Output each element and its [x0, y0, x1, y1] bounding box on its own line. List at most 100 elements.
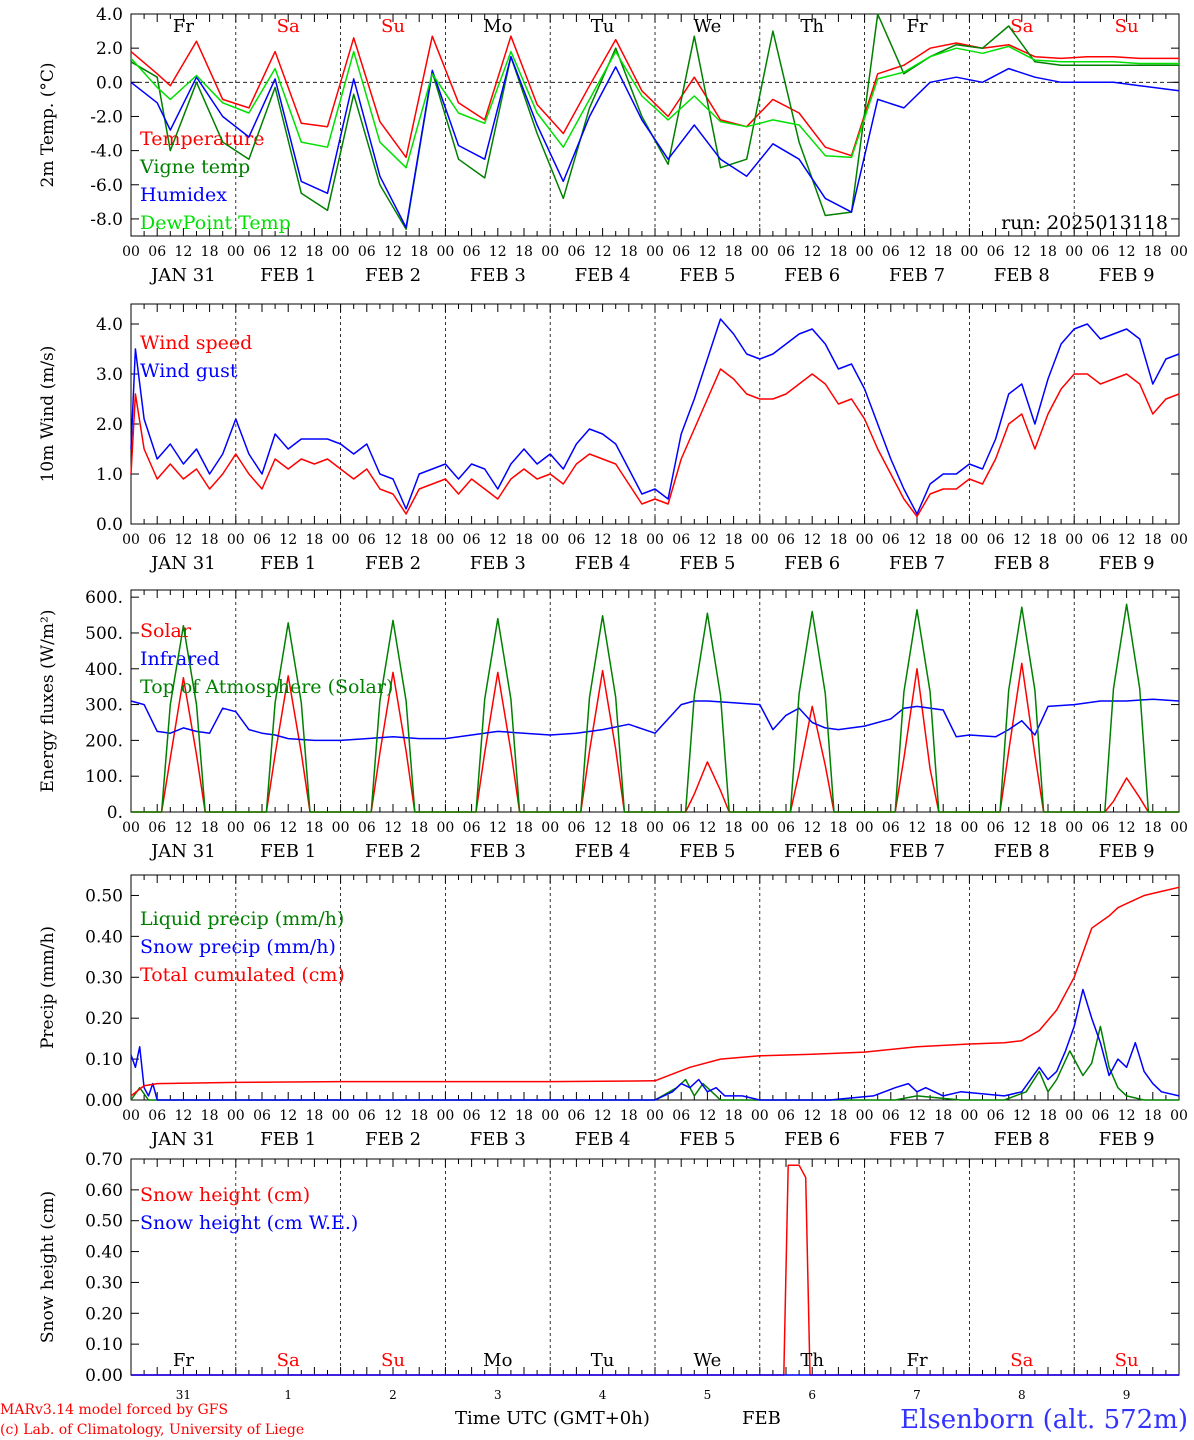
x-tick-label: 00 [646, 532, 664, 548]
day-name-label: Th [800, 1350, 824, 1371]
y-axis-title: Precip (mm/h) [38, 926, 58, 1049]
run-annotation: run: 2025013118 [1001, 212, 1168, 234]
x-tick-label: 00 [1170, 532, 1188, 548]
series-line-top-of-atmosphere-solar [131, 603, 1179, 813]
x-tick-label: 12 [698, 820, 716, 836]
date-label: FEB 1 [260, 1129, 316, 1150]
date-label: JAN 31 [149, 841, 216, 862]
y-tick-label: 0.50 [85, 1212, 123, 1232]
x-tick-label: 18 [934, 1108, 952, 1124]
y-tick-label: 0.20 [85, 1304, 123, 1324]
y-tick-label: 1.0 [96, 465, 123, 485]
x-tick-label: 00 [960, 820, 978, 836]
y-tick-label: 4.0 [96, 315, 123, 335]
x-tick-label: 00 [541, 532, 559, 548]
x-tick-label: 12 [594, 1108, 612, 1124]
x-tick-label: 06 [1091, 820, 1109, 836]
x-tick-label: 00 [436, 532, 454, 548]
day-name-label: Fr [906, 16, 927, 37]
date-label: FEB 1 [260, 265, 316, 286]
x-tick-label: 18 [725, 244, 743, 260]
x-tick-label: 00 [960, 244, 978, 260]
series-line-humidex [130, 55, 1180, 229]
day-name-label: Su [1115, 16, 1139, 37]
x-tick-label: 12 [803, 1108, 821, 1124]
x-tick-label: 00 [541, 820, 559, 836]
day-name-label: Sa [1010, 16, 1033, 37]
day-number-label: 6 [808, 1388, 816, 1402]
x-tick-label: 18 [201, 532, 219, 548]
day-number-label: 4 [599, 1388, 607, 1402]
legend-entry: DewPoint Temp [140, 212, 291, 234]
x-tick-label: 06 [358, 820, 376, 836]
y-axis-title: 10m Wind (m/s) [38, 346, 58, 483]
x-tick-label: 12 [384, 532, 402, 548]
x-tick-label: 06 [777, 1108, 795, 1124]
x-tick-label: 00 [436, 820, 454, 836]
y-tick-label: -6.0 [90, 176, 123, 196]
x-tick-label: 06 [987, 244, 1005, 260]
x-tick-label: 06 [882, 1108, 900, 1124]
x-tick-label: 18 [934, 820, 952, 836]
x-tick-label: 12 [384, 820, 402, 836]
x-tick-label: 00 [122, 820, 140, 836]
x-tick-label: 12 [594, 532, 612, 548]
x-tick-label: 06 [987, 532, 1005, 548]
date-label: FEB 9 [1099, 265, 1155, 286]
x-tick-label: 06 [148, 820, 166, 836]
date-label: FEB 4 [575, 553, 631, 574]
x-tick-label: 06 [882, 532, 900, 548]
y-tick-label: 100. [85, 767, 123, 787]
x-tick-label: 06 [253, 244, 271, 260]
date-label: FEB 5 [679, 841, 735, 862]
x-tick-label: 06 [882, 820, 900, 836]
footer-month-label: FEB [742, 1408, 781, 1429]
y-tick-label: 0.10 [85, 1335, 123, 1355]
x-tick-label: 12 [803, 532, 821, 548]
x-tick-label: 18 [725, 532, 743, 548]
x-tick-label: 12 [489, 532, 507, 548]
y-axis-title: Snow height (cm) [38, 1191, 58, 1343]
x-tick-label: 06 [148, 532, 166, 548]
x-tick-label: 18 [201, 244, 219, 260]
x-tick-label: 12 [1118, 1108, 1136, 1124]
y-tick-label: 0.30 [85, 1273, 123, 1293]
date-label: FEB 6 [784, 265, 840, 286]
x-tick-label: 06 [777, 820, 795, 836]
x-tick-label: 12 [1118, 532, 1136, 548]
date-label: FEB 9 [1099, 1129, 1155, 1150]
x-tick-label: 18 [1144, 820, 1162, 836]
x-tick-label: 18 [515, 532, 533, 548]
x-tick-label: 00 [751, 244, 769, 260]
x-tick-label: 00 [227, 1108, 245, 1124]
series-line-wind-gust [130, 318, 1180, 515]
date-label: JAN 31 [149, 1129, 216, 1150]
x-tick-label: 06 [1091, 532, 1109, 548]
date-label: FEB 5 [679, 1129, 735, 1150]
y-tick-label: 300. [85, 696, 123, 716]
x-tick-label: 12 [279, 532, 297, 548]
legend-entry: Vigne temp [139, 156, 250, 178]
x-tick-label: 00 [1065, 820, 1083, 836]
series-line-snow-precip-mm-h [130, 988, 1180, 1101]
date-label: FEB 2 [365, 553, 421, 574]
x-tick-label: 00 [646, 244, 664, 260]
day-number-label: 5 [704, 1388, 712, 1402]
x-tick-label: 00 [960, 532, 978, 548]
y-tick-label: 0.0 [96, 515, 123, 535]
x-tick-label: 06 [567, 1108, 585, 1124]
x-tick-label: 12 [594, 244, 612, 260]
x-tick-label: 18 [305, 820, 323, 836]
x-tick-label: 00 [332, 1108, 350, 1124]
x-tick-label: 00 [332, 532, 350, 548]
y-tick-label: 0.0 [96, 73, 123, 93]
x-tick-label: 06 [148, 244, 166, 260]
legend-entry: Snow height (cm W.E.) [140, 1212, 358, 1234]
x-tick-label: 06 [253, 1108, 271, 1124]
date-label: JAN 31 [149, 265, 216, 286]
x-tick-label: 18 [201, 820, 219, 836]
x-tick-label: 12 [1013, 1108, 1031, 1124]
x-tick-label: 18 [1144, 532, 1162, 548]
y-tick-label: 0.00 [85, 1091, 123, 1111]
